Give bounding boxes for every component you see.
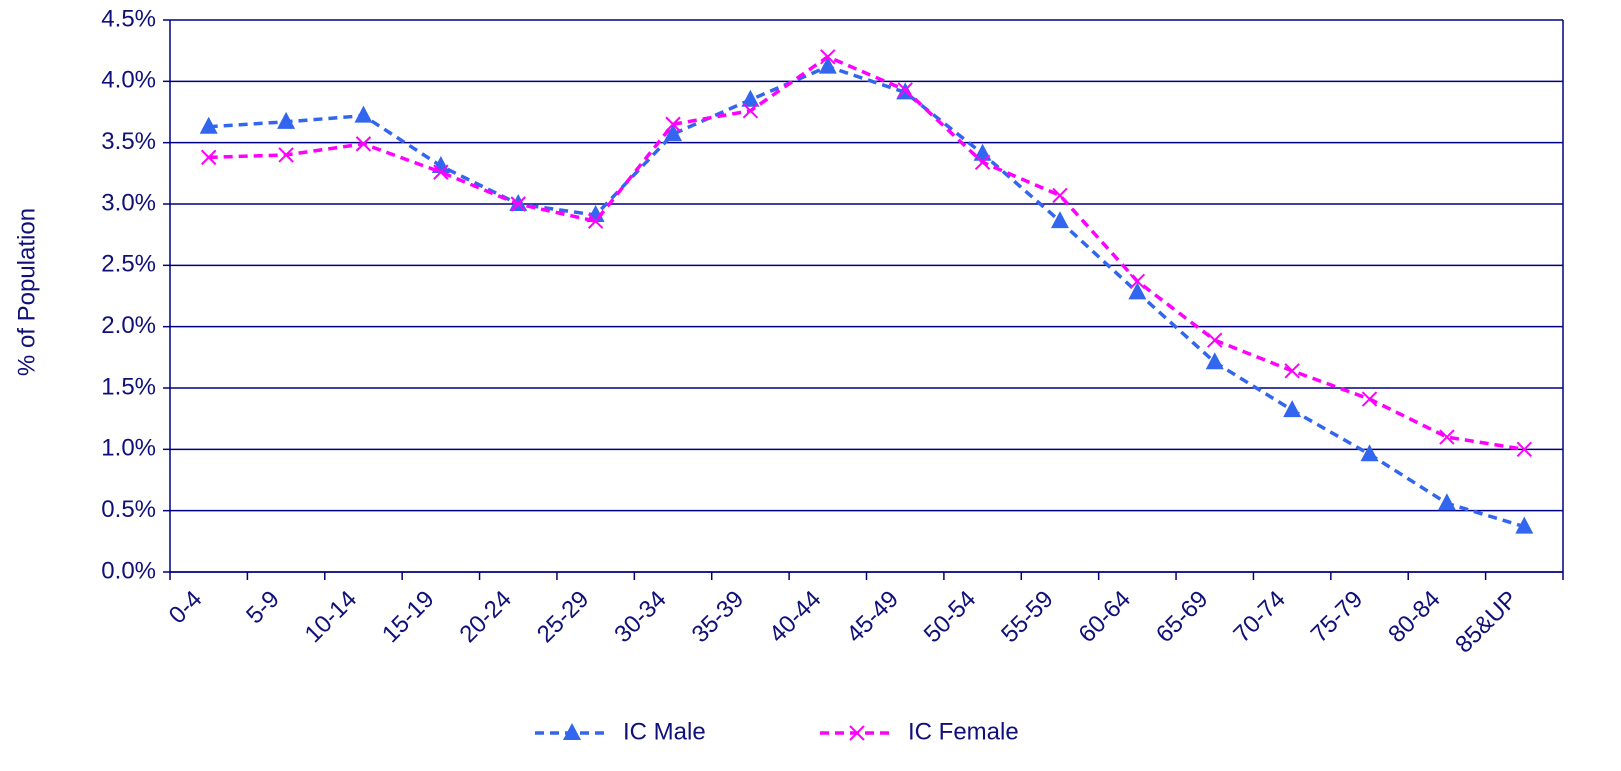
marker [1050,211,1069,229]
x-tick-label: 60-64 [1074,586,1137,649]
series-line [208,64,1525,529]
x-tick-label: 10-14 [300,586,363,649]
x-tick-label: 80-84 [1383,586,1446,649]
y-tick-label: 2.5% [101,251,156,278]
marker [849,725,865,741]
marker [200,149,217,166]
marker [355,136,372,152]
marker [1205,352,1224,370]
marker [820,49,836,65]
marker [199,116,218,134]
x-tick-label: 35-39 [687,586,750,649]
y-tick-label: 3.0% [101,189,156,216]
marker [1361,391,1378,407]
marker [1439,429,1455,445]
x-tick-label: 65-69 [1151,586,1214,649]
marker [354,105,373,123]
marker [741,89,760,107]
marker [1437,493,1456,511]
marker [665,116,681,132]
y-tick-label: 0.5% [101,496,156,523]
x-tick-label: 40-44 [764,586,827,649]
marker [897,82,913,98]
marker [1360,444,1379,462]
marker [974,154,991,171]
marker [818,56,837,74]
series-line [208,54,1525,452]
marker [510,196,526,212]
marker [973,143,992,161]
y-tick-label: 4.5% [101,5,156,32]
marker [1284,363,1300,379]
y-tick-label: 4.0% [101,67,156,94]
legend-label: IC Male [623,718,706,745]
x-tick-label: 0-4 [164,586,208,630]
marker [278,147,294,163]
marker [563,723,581,740]
legend-label: IC Female [908,718,1019,745]
x-tick-label: 15-19 [377,586,440,649]
x-tick-label: 30-34 [609,586,672,649]
y-axis-label: % of Population [13,208,40,376]
x-tick-label: 45-49 [841,586,904,649]
y-tick-label: 0.0% [101,557,156,584]
marker [587,213,604,229]
marker [1128,282,1147,300]
marker [1129,273,1146,289]
x-tick-label: 70-74 [1228,586,1291,649]
x-tick-label: 50-54 [919,586,982,649]
y-tick-label: 3.5% [101,128,156,155]
x-tick-label: 55-59 [996,586,1059,649]
y-tick-label: 2.0% [101,312,156,339]
y-tick-label: 1.5% [101,373,156,400]
marker [1515,516,1534,534]
marker [1283,400,1302,418]
x-tick-label: 25-29 [532,586,595,649]
y-tick-label: 1.0% [101,435,156,462]
marker [742,103,759,119]
x-tick-label: 85&UP [1450,586,1523,659]
x-tick-label: 20-24 [454,586,517,649]
marker [664,124,683,142]
marker [277,111,296,129]
marker [1052,187,1068,204]
x-tick-label: 5-9 [241,586,285,630]
marker [433,164,449,180]
marker [1516,441,1533,458]
marker [1207,332,1223,348]
x-tick-label: 75-79 [1306,586,1369,649]
